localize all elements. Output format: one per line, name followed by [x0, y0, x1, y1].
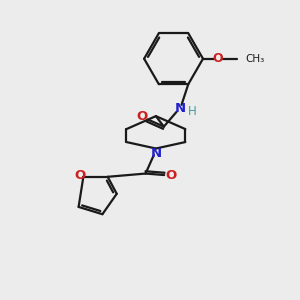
Text: CH₃: CH₃: [245, 54, 265, 64]
Text: N: N: [175, 102, 186, 115]
Text: O: O: [212, 52, 223, 65]
Text: O: O: [136, 110, 148, 123]
Text: N: N: [150, 147, 161, 160]
Text: O: O: [166, 169, 177, 182]
Text: O: O: [74, 169, 85, 182]
Text: H: H: [188, 105, 197, 119]
